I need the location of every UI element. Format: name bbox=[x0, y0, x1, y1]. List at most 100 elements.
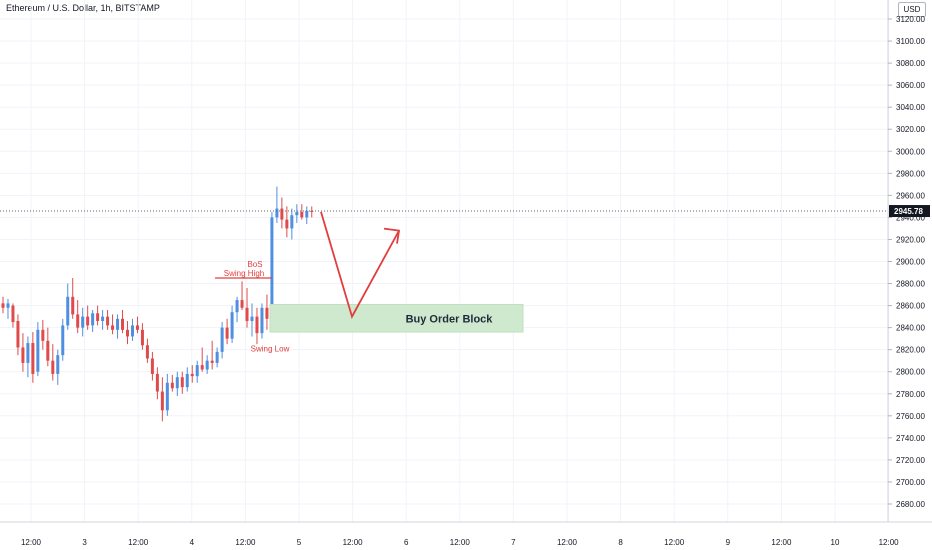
candle-body bbox=[145, 345, 149, 359]
x-tick-label: 12:00 bbox=[235, 538, 256, 547]
y-tick-label: 2780.00 bbox=[896, 390, 925, 399]
candle-body bbox=[140, 329, 144, 346]
order-block-label: Buy Order Block bbox=[406, 313, 494, 325]
candle-body bbox=[190, 373, 194, 377]
y-tick-label: 3060.00 bbox=[896, 81, 925, 90]
y-tick-label: 2960.00 bbox=[896, 191, 925, 200]
candle bbox=[155, 367, 159, 400]
candle bbox=[101, 309, 105, 330]
x-tick-label: 12:00 bbox=[343, 538, 364, 547]
candle bbox=[180, 371, 184, 394]
x-tick-label: 12:00 bbox=[21, 538, 42, 547]
y-tick-label: 3040.00 bbox=[896, 103, 925, 112]
candle bbox=[230, 305, 234, 344]
candle-body bbox=[106, 316, 110, 326]
candle-body bbox=[16, 321, 20, 348]
chart-grid bbox=[0, 0, 890, 522]
swing-low-label: Swing Low bbox=[251, 345, 290, 354]
candle bbox=[46, 327, 50, 367]
x-tick-label: 9 bbox=[726, 538, 731, 547]
candle-body bbox=[116, 318, 120, 330]
x-tick-label: 3 bbox=[82, 538, 87, 547]
candle bbox=[300, 204, 304, 220]
candle bbox=[130, 318, 134, 341]
candle bbox=[235, 296, 239, 323]
candle bbox=[36, 322, 40, 377]
candle bbox=[31, 332, 35, 383]
candle-body bbox=[51, 360, 55, 374]
bos-label: BoS bbox=[247, 260, 262, 269]
candle-body bbox=[61, 325, 65, 356]
projection-path bbox=[320, 211, 400, 319]
candle-body bbox=[121, 318, 125, 330]
candle bbox=[96, 305, 100, 326]
candle-body bbox=[180, 377, 184, 388]
candle bbox=[111, 314, 115, 335]
candle bbox=[140, 323, 144, 350]
candle bbox=[265, 294, 269, 330]
x-tick-label: 12:00 bbox=[450, 538, 471, 547]
price-axis: 3120.00 3100.00 3080.00 3060.00 3040.00 3020.… bbox=[888, 15, 925, 509]
x-tick-label: 7 bbox=[511, 538, 516, 547]
candle bbox=[215, 347, 219, 368]
y-tick-label: 2980.00 bbox=[896, 169, 925, 178]
candle-body bbox=[126, 329, 129, 337]
candle bbox=[190, 365, 194, 383]
candle bbox=[200, 347, 204, 372]
candle bbox=[126, 321, 129, 345]
y-tick-label: 3100.00 bbox=[896, 37, 925, 46]
candle-body bbox=[310, 210, 314, 212]
y-tick-label: 2900.00 bbox=[896, 258, 925, 267]
y-tick-label: 2920.00 bbox=[896, 235, 925, 244]
candle bbox=[310, 206, 314, 218]
candle bbox=[255, 307, 259, 345]
x-tick-label: 12:00 bbox=[771, 538, 792, 547]
y-tick-label: 2720.00 bbox=[896, 456, 925, 465]
candle-body bbox=[185, 373, 189, 388]
candle-body bbox=[280, 208, 284, 220]
candle-body bbox=[130, 325, 134, 337]
candle bbox=[76, 300, 80, 334]
candle bbox=[270, 211, 274, 322]
candle bbox=[275, 186, 279, 223]
candle bbox=[170, 375, 174, 392]
candle-body bbox=[101, 316, 105, 322]
y-tick-label: 3120.00 bbox=[896, 15, 925, 24]
y-tick-label: 2740.00 bbox=[896, 434, 925, 443]
candle-body bbox=[170, 382, 174, 389]
y-tick-label: 2840.00 bbox=[896, 324, 925, 333]
candle-body bbox=[265, 307, 269, 319]
order-block bbox=[269, 303, 524, 333]
candle bbox=[160, 377, 164, 422]
candle-body bbox=[175, 377, 179, 389]
candle bbox=[305, 206, 309, 225]
currency-button[interactable]: USD bbox=[898, 2, 926, 17]
candle-body bbox=[155, 373, 159, 392]
candle bbox=[240, 281, 244, 310]
candle bbox=[205, 355, 209, 374]
candle bbox=[220, 322, 224, 359]
candle bbox=[135, 316, 139, 334]
candle bbox=[290, 208, 294, 240]
y-tick-label: 2680.00 bbox=[896, 500, 925, 509]
candle bbox=[71, 278, 75, 319]
candle bbox=[6, 298, 10, 319]
candle-body bbox=[305, 210, 309, 218]
x-tick-label: 6 bbox=[404, 538, 409, 547]
candle-body bbox=[6, 303, 10, 308]
candle bbox=[185, 367, 189, 392]
y-tick-label: 2760.00 bbox=[896, 412, 925, 421]
candle bbox=[91, 309, 95, 333]
candle bbox=[1, 296, 5, 314]
y-tick-label: 3020.00 bbox=[896, 125, 925, 134]
candle-body bbox=[285, 219, 289, 229]
candle-body bbox=[295, 211, 299, 216]
candle-body bbox=[275, 208, 279, 218]
candle bbox=[21, 333, 25, 372]
candle-body bbox=[11, 305, 15, 323]
candle-body bbox=[300, 211, 304, 218]
candle-body bbox=[150, 358, 154, 374]
candle-body bbox=[195, 365, 199, 377]
